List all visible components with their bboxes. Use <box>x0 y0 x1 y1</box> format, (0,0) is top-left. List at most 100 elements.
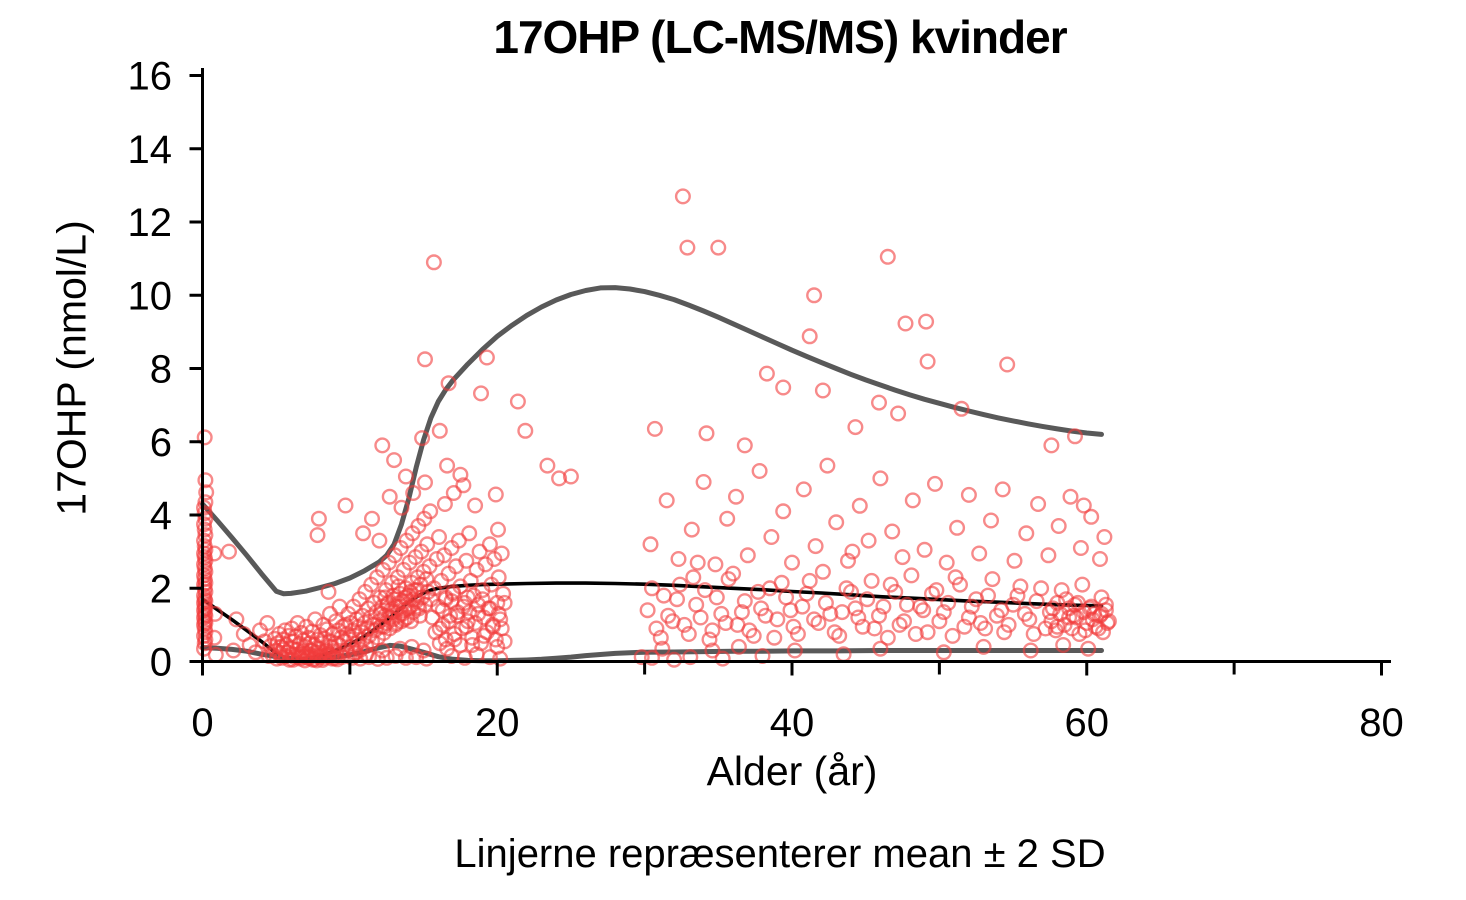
scatter-point <box>935 604 952 621</box>
scatter-point <box>1066 596 1083 613</box>
scatter-point <box>374 437 391 454</box>
scatter-point <box>384 604 401 621</box>
scatter-point <box>674 188 691 205</box>
scatter-point <box>648 620 665 637</box>
x-tick-label: 80 <box>1359 701 1404 745</box>
scatter-point <box>983 512 1000 529</box>
scatter-point <box>652 629 669 646</box>
scatter-point <box>844 543 861 560</box>
scatter-point <box>736 437 753 454</box>
scatter-point <box>887 583 904 600</box>
scatter-point <box>1022 642 1039 659</box>
scatter-point <box>1018 525 1035 542</box>
scatter-point <box>493 620 510 637</box>
scatter-point <box>1066 428 1083 445</box>
scatter-point <box>871 394 888 411</box>
scatter-point <box>198 484 215 501</box>
scatter-point <box>197 510 214 527</box>
scatter-point <box>206 629 223 646</box>
scatter-point <box>912 598 929 615</box>
scatter-point <box>685 569 702 586</box>
scatter-point <box>968 591 985 608</box>
scatter-point <box>806 287 823 304</box>
scatter-point <box>789 626 806 643</box>
scatter-point <box>928 582 945 599</box>
scatter-point <box>1030 496 1047 513</box>
scatter-point <box>692 609 709 626</box>
scatter-point <box>206 545 223 562</box>
scatter-point <box>474 591 491 608</box>
scatter-point <box>999 356 1016 373</box>
scatter-point <box>431 529 448 546</box>
scatter-point <box>196 505 213 522</box>
scatter-point <box>646 420 663 437</box>
scatter-point <box>478 349 495 366</box>
scatter-point <box>741 622 758 639</box>
scatter-point <box>872 470 889 487</box>
scatter-point <box>320 583 337 600</box>
scatter-point <box>907 626 924 643</box>
scatter-point <box>397 468 414 485</box>
scatter-point <box>259 615 276 632</box>
scatter-point <box>739 547 756 564</box>
scatter-point <box>642 536 659 553</box>
scatter-point <box>1040 547 1057 564</box>
y-tick-label: 12 <box>128 201 173 245</box>
scatter-point <box>994 481 1011 498</box>
scatter-point <box>890 405 907 422</box>
scatter-point <box>697 582 714 599</box>
scatter-point <box>1097 602 1114 619</box>
upper-sd-line <box>200 285 1104 597</box>
figure-caption: Linjerne repræsenterer mean ± 2 SD <box>454 832 1106 876</box>
scatter-point <box>879 248 896 265</box>
y-tick-label: 14 <box>128 128 173 172</box>
scatter-point <box>775 379 792 396</box>
scatter-point <box>682 649 699 666</box>
scatter-point <box>1080 640 1097 657</box>
scatter-point <box>425 254 442 271</box>
scatter-point <box>551 470 568 487</box>
scatter-point <box>891 616 908 633</box>
scatter-point <box>801 328 818 345</box>
scatter-point <box>471 543 488 560</box>
scatter-point <box>896 613 913 630</box>
scatter-point <box>377 589 394 606</box>
scatter-point <box>840 552 857 569</box>
scatter-point <box>807 538 824 555</box>
y-tick-label: 16 <box>128 55 173 99</box>
scatter-point <box>984 571 1001 588</box>
scatter-point <box>751 463 768 480</box>
scatter-point <box>347 644 364 661</box>
scatter-point <box>975 638 992 655</box>
scatter-point <box>847 419 864 436</box>
scatter-point <box>775 503 792 520</box>
scatter-point <box>197 494 214 511</box>
scatter-point <box>481 649 498 666</box>
scatter-point <box>871 607 888 624</box>
scatter-point <box>701 631 718 648</box>
scatter-point <box>459 589 476 606</box>
scatter-point <box>197 472 214 489</box>
scatter-point <box>953 400 970 417</box>
scatter-point <box>728 488 745 505</box>
scatter-point <box>859 591 876 608</box>
scatter-point <box>490 521 507 538</box>
scatter-point <box>730 638 747 655</box>
scatter-point <box>228 611 245 628</box>
scatter-point <box>364 510 381 527</box>
scatter-point <box>309 527 326 544</box>
scatter-point <box>1049 594 1066 611</box>
scatter-point <box>719 510 736 527</box>
scatter-point <box>417 351 434 368</box>
scatter-point <box>1028 593 1045 610</box>
scatter-point <box>666 651 683 668</box>
scatter-point <box>417 474 434 491</box>
scatter-point <box>838 580 855 597</box>
scatter-point <box>517 422 534 439</box>
x-tick-label: 20 <box>475 701 520 745</box>
scatter-point <box>704 642 721 659</box>
scatter-point <box>1009 587 1026 604</box>
scatter-point <box>850 609 867 626</box>
scatter-point <box>1083 508 1100 525</box>
scatter-point <box>437 589 454 606</box>
